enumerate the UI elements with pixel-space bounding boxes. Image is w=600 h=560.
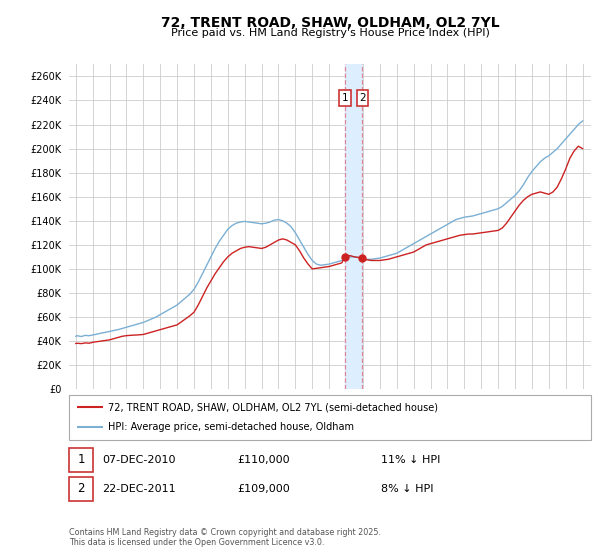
Text: 07-DEC-2010: 07-DEC-2010 [102,455,176,465]
Text: Price paid vs. HM Land Registry's House Price Index (HPI): Price paid vs. HM Land Registry's House … [170,28,490,38]
Text: £109,000: £109,000 [237,484,290,494]
Text: 1: 1 [77,453,85,466]
Text: £110,000: £110,000 [237,455,290,465]
Text: 8% ↓ HPI: 8% ↓ HPI [381,484,433,494]
Bar [344,64,362,389]
Text: 11% ↓ HPI: 11% ↓ HPI [381,455,440,465]
Text: 1: 1 [341,93,348,103]
Text: 22-DEC-2011: 22-DEC-2011 [102,484,176,494]
Text: 2: 2 [359,93,366,103]
Text: Contains HM Land Registry data © Crown copyright and database right 2025.
This d: Contains HM Land Registry data © Crown c… [69,528,381,547]
Text: 72, TRENT ROAD, SHAW, OLDHAM, OL2 7YL: 72, TRENT ROAD, SHAW, OLDHAM, OL2 7YL [161,16,499,30]
Text: HPI: Average price, semi-detached house, Oldham: HPI: Average price, semi-detached house,… [108,422,354,432]
Text: 2: 2 [77,482,85,496]
Text: 72, TRENT ROAD, SHAW, OLDHAM, OL2 7YL (semi-detached house): 72, TRENT ROAD, SHAW, OLDHAM, OL2 7YL (s… [108,402,438,412]
